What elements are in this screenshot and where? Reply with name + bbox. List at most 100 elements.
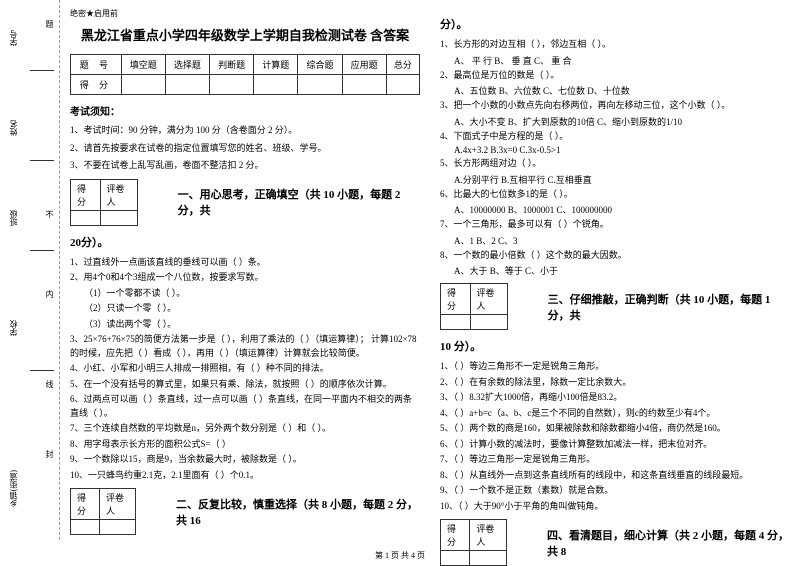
cell: 评卷人 xyxy=(100,489,136,520)
cell: 应用题 xyxy=(342,55,386,75)
question-sub: （2）只读一个零（ ）。 xyxy=(84,302,420,316)
table-row: 题 号 填空题 选择题 判断题 计算题 综合题 应用题 总分 xyxy=(71,55,420,75)
question: 3、（ ）8.32扩大1000倍，再缩小100倍是83.2。 xyxy=(440,391,790,405)
section-head-1: 得分评卷人 一、用心思考，正确填空（共 10 小题，每题 2 分，共 xyxy=(70,179,420,226)
grading-box: 得分评卷人 xyxy=(70,488,136,535)
cell xyxy=(121,75,165,95)
options: A、10000000 B、1000001 C、100000000 xyxy=(454,203,790,216)
binding-text: 学号 xyxy=(8,30,19,46)
binding-text: 姓名 xyxy=(8,120,19,136)
section-head-2: 得分评卷人 二、反复比较，慎重选择（共 8 小题，每题 2 分，共 16 xyxy=(70,488,420,535)
question: 4、小红、小军和小明三人排成一排照相，有（ ）种不同的排法。 xyxy=(70,362,420,376)
question: 2、最高位是万位的数是（ ）。 xyxy=(440,69,790,83)
question: 9、（ ）一个数不是正数（素数）就是合数。 xyxy=(440,484,790,498)
cell: 得分 xyxy=(441,520,470,551)
binding-label-town: 乡镇(街道) xyxy=(8,470,19,507)
question: 7、（ ）等边三角形一定是锐角三角形。 xyxy=(440,453,790,467)
cell: 总分 xyxy=(386,55,419,75)
grading-box: 得分评卷人 xyxy=(70,179,138,226)
grading-box: 得分评卷人 xyxy=(440,283,508,330)
cell: 判断题 xyxy=(210,55,254,75)
binding-text: 学校 xyxy=(8,320,19,336)
binding-line xyxy=(30,250,54,251)
seal-char: 线 xyxy=(44,380,55,388)
cell: 得分 xyxy=(71,179,101,210)
cell: 填空题 xyxy=(121,55,165,75)
question: 3、25×76+76×75的简便方法第一步是（ ），利用了乘法的（ ）（填运算律… xyxy=(70,333,420,360)
cell: 得分 xyxy=(71,489,100,520)
cell xyxy=(210,75,254,95)
seal-char: 不 xyxy=(44,210,55,218)
options: A.4x+3.2 B.3x=0 C.3x-0.5>1 xyxy=(454,145,790,155)
binding-line xyxy=(30,70,54,71)
question: 7、三个连续自然数的平均数是n，另外两个数分别是（ ）和（ ）。 xyxy=(70,422,420,436)
question: 1、过直线外一点画该直线的垂线可以画（ ）条。 xyxy=(70,256,420,270)
question: 5、长方形两组对边（ ）。 xyxy=(440,157,790,171)
cell: 评卷人 xyxy=(470,520,507,551)
cell xyxy=(71,520,100,535)
section-title-2-cont: 分）。 xyxy=(440,16,790,32)
options: A、大于 B、等于 C、小于 xyxy=(454,264,790,277)
question: 1、长方形的对边互相（ ），邻边互相（ ）。 xyxy=(440,38,790,52)
binding-inner: 学号 姓名 班级 学校 乡镇(街道) 题 不 内 线 封 xyxy=(0,0,59,540)
cell: 评卷人 xyxy=(100,179,137,210)
binding-label-name: 姓名 xyxy=(8,120,19,136)
question: 8、一个数的最小倍数（ ）这个数的最大因数。 xyxy=(440,249,790,263)
cell xyxy=(165,75,209,95)
question: 10、一只蜂鸟约重2.1克，2.1里面有（ ）个0.1。 xyxy=(70,469,420,483)
options: A、1 B、2 C、3 xyxy=(454,234,790,247)
notice-title: 考试须知： xyxy=(70,103,420,118)
section-title-3: 三、仔细推敲，正确判断（共 10 小题，每题 1 分，共 xyxy=(548,291,790,323)
cell: 题 号 xyxy=(71,55,122,75)
binding-margin: 学号 姓名 班级 学校 乡镇(街道) 题 不 内 线 封 xyxy=(0,0,60,540)
cell: 计算题 xyxy=(254,55,298,75)
cell xyxy=(254,75,298,95)
question: 2、用4个0和4个3组成一个八位数，按要求写数。 xyxy=(70,271,420,285)
section-title-1-cont: 20分）。 xyxy=(70,234,420,250)
page: 学号 姓名 班级 学校 乡镇(街道) 题 不 内 线 封 绝密★启用前 黑龙江省… xyxy=(0,0,800,540)
question: 5、在一个没有括号的算式里，如果只有乘、除法，就按照（ ）的顺序依次计算。 xyxy=(70,378,420,392)
exam-title: 黑龙江省重点小学四年级数学上学期自我检测试卷 含答案 xyxy=(70,25,420,44)
question-sub: （1）一个零都不读（ ）。 xyxy=(84,287,420,301)
section-title-2: 二、反复比较，慎重选择（共 8 小题，每题 2 分，共 16 xyxy=(176,496,420,528)
question: 10、（ ）大于90°小于平角的角叫做钝角。 xyxy=(440,500,790,514)
question: 4、下面式子中是方程的是（ ）。 xyxy=(440,130,790,144)
binding-text: 乡镇(街道) xyxy=(8,470,19,507)
question: 4、（ ）a+b=c（a、b、c是三个不同的自然数），则c的约数至少有4个。 xyxy=(440,407,790,421)
question: 5、（ ）两个数的商是160，如果被除数和除数都缩小4倍，商仍然是160。 xyxy=(440,422,790,436)
question: 8、用字母表示长方形的面积公式S=（ ） xyxy=(70,438,420,452)
question: 8、（ ）从直线外一点到这条直线所有的线段中，和这条直线垂直的线段最短。 xyxy=(440,469,790,483)
section-head-3: 得分评卷人 三、仔细推敲，正确判断（共 10 小题，每题 1 分，共 xyxy=(440,283,790,330)
cell xyxy=(298,75,342,95)
question: 2、（ ）在有余数的除法里，除数一定比余数大。 xyxy=(440,376,790,390)
left-column: 绝密★启用前 黑龙江省重点小学四年级数学上学期自我检测试卷 含答案 题 号 填空… xyxy=(60,0,430,540)
binding-label-id: 学号 xyxy=(8,30,19,46)
binding-text: 班级 xyxy=(8,210,19,226)
cell: 选择题 xyxy=(165,55,209,75)
options: A、五位数 B、六位数 C、七位数 D、十位数 xyxy=(454,84,790,97)
cell: 评卷人 xyxy=(470,284,507,315)
options: A、 平 行 B、 垂 直 C、 重 合 xyxy=(454,54,790,67)
seal-char: 封 xyxy=(44,450,55,458)
options: A、大小不变 B、扩大到原数的10倍 C、缩小到原数的1/10 xyxy=(454,115,790,128)
binding-line xyxy=(30,370,54,371)
question: 6、比最大的七位数多1的是（ ）。 xyxy=(440,188,790,202)
section-title-1: 一、用心思考，正确填空（共 10 小题，每题 2 分，共 xyxy=(178,186,420,218)
question: 1、（ ）等边三角形不一定是锐角三角形。 xyxy=(440,360,790,374)
cell xyxy=(386,75,419,95)
cell xyxy=(100,210,137,225)
binding-label-school: 学校 xyxy=(8,320,19,336)
right-column: 分）。 1、长方形的对边互相（ ），邻边互相（ ）。 A、 平 行 B、 垂 直… xyxy=(430,0,800,540)
question: 6、（ ）计算小数的减法时，要像计算整数加减法一样，把末位对齐。 xyxy=(440,438,790,452)
page-footer: 第 1 页 共 4 页 xyxy=(0,550,800,561)
question-sub: （3）读出两个零（ ）。 xyxy=(84,318,420,332)
cell xyxy=(71,210,101,225)
cell xyxy=(470,315,507,330)
seal-char: 题 xyxy=(44,20,55,28)
notice-item: 2、请首先按要求在试卷的指定位置填写您的姓名、班级、学号。 xyxy=(70,142,420,156)
confidential-label: 绝密★启用前 xyxy=(70,8,420,19)
cell: 得分 xyxy=(441,284,471,315)
cell xyxy=(342,75,386,95)
score-table: 题 号 填空题 选择题 判断题 计算题 综合题 应用题 总分 得 分 xyxy=(70,54,420,95)
question: 3、把一个小数的小数点先向右移两位，再向左移动三位，这个小数（ ）。 xyxy=(440,99,790,113)
